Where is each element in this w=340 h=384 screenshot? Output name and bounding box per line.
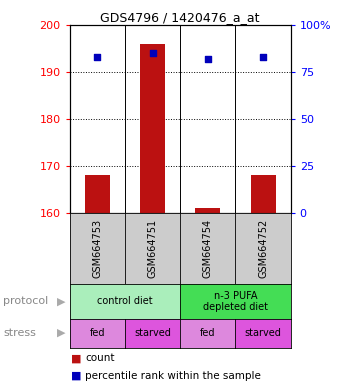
Text: ▶: ▶ xyxy=(57,296,65,306)
Text: ■: ■ xyxy=(71,371,82,381)
Bar xyxy=(140,44,165,213)
Text: ■: ■ xyxy=(71,353,82,363)
Text: count: count xyxy=(85,353,115,363)
Point xyxy=(260,54,266,60)
Point xyxy=(95,54,100,60)
Bar xyxy=(251,175,275,213)
Point xyxy=(150,50,155,56)
Text: GSM664754: GSM664754 xyxy=(203,219,213,278)
Point xyxy=(205,56,210,62)
Text: ▶: ▶ xyxy=(57,328,65,338)
Text: stress: stress xyxy=(3,328,36,338)
Text: control diet: control diet xyxy=(97,296,153,306)
Bar xyxy=(195,209,220,213)
Bar xyxy=(85,175,110,213)
Text: n-3 PUFA
depleted diet: n-3 PUFA depleted diet xyxy=(203,291,268,312)
Text: GSM664752: GSM664752 xyxy=(258,219,268,278)
Text: GSM664753: GSM664753 xyxy=(92,219,102,278)
Text: starved: starved xyxy=(134,328,171,338)
Text: fed: fed xyxy=(200,328,216,338)
Text: starved: starved xyxy=(245,328,282,338)
Text: protocol: protocol xyxy=(3,296,49,306)
Text: fed: fed xyxy=(89,328,105,338)
Text: percentile rank within the sample: percentile rank within the sample xyxy=(85,371,261,381)
Text: GSM664751: GSM664751 xyxy=(148,219,157,278)
Title: GDS4796 / 1420476_a_at: GDS4796 / 1420476_a_at xyxy=(100,11,260,24)
